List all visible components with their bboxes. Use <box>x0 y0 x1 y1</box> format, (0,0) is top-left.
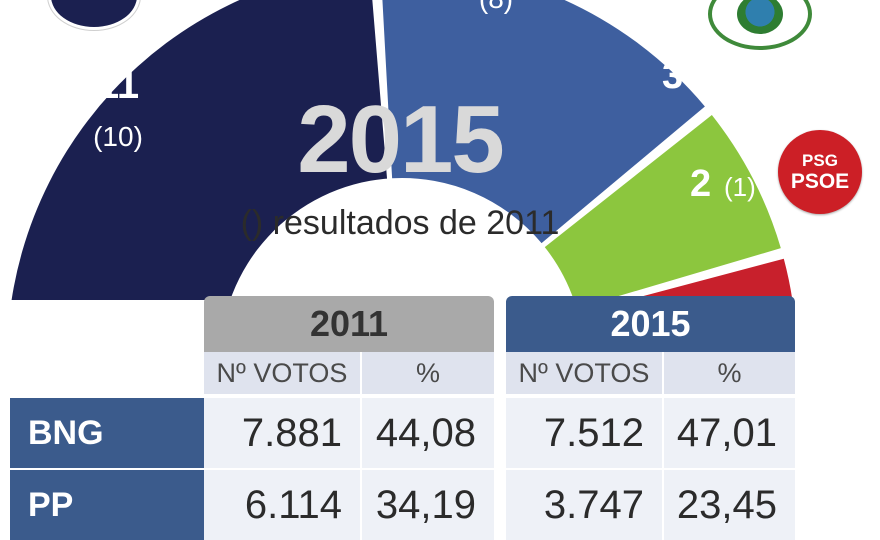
table-cell: 3.747 <box>506 470 662 540</box>
seat-label: 3 <box>662 55 683 97</box>
psoe-logo-line2: PSOE <box>790 170 850 193</box>
hemicycle-segment <box>628 258 793 300</box>
previous-seat-label: (2) <box>696 64 728 94</box>
hemicycle-labels: 11 (10) (8) 3 (2) 2 (1) <box>93 0 756 205</box>
previous-seat-label: (10) <box>93 121 143 152</box>
col-pct-2011: % <box>362 352 494 394</box>
table-year-2015-header: 2015 <box>506 296 795 352</box>
year-watermark: 2015 <box>297 86 505 193</box>
col-votes-2011: Nº VOTOS <box>204 352 360 394</box>
table-cell: 6.114 <box>204 470 360 540</box>
hemicycle-segment <box>544 115 781 300</box>
tree-icon <box>737 0 783 34</box>
previous-seat-label: (8) <box>479 0 513 14</box>
table-cell: 47,01 <box>664 398 795 468</box>
row-label-pp: PP <box>10 470 204 540</box>
table-cell: 7.512 <box>506 398 662 468</box>
psoe-logo-icon: PSG PSOE <box>778 130 862 214</box>
col-votes-2015: Nº VOTOS <box>506 352 662 394</box>
table-cell: 23,45 <box>664 470 795 540</box>
table-cell: 44,08 <box>362 398 494 468</box>
seat-label: 2 <box>690 163 711 205</box>
row-label-bng: BNG <box>10 398 204 468</box>
table-year-2011-header: 2011 <box>204 296 494 352</box>
table-cell: 34,19 <box>362 470 494 540</box>
psoe-logo-line1: PSG <box>802 151 838 170</box>
hemicycle-segment <box>382 0 705 244</box>
hemicycle-segments <box>11 0 793 300</box>
col-pct-2015: % <box>664 352 795 394</box>
chart-subtitle: () resultados de 2011 <box>240 204 560 242</box>
table-cell: 7.881 <box>204 398 360 468</box>
previous-seat-label: (1) <box>724 172 756 202</box>
hemicycle-segment <box>11 0 388 300</box>
seat-label: 11 <box>97 63 139 107</box>
hemicycle-chart: 11 (10) (8) 3 (2) 2 (1) <box>11 0 793 300</box>
